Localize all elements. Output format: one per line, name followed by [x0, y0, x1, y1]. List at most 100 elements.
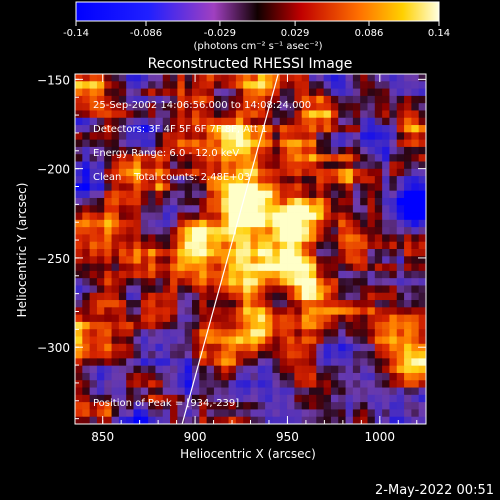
- heatmap-cell: [374, 168, 383, 177]
- heatmap-cell: [184, 125, 193, 133]
- heatmap-cell: [287, 336, 295, 345]
- heatmap-cell: [272, 278, 281, 286]
- heatmap-cell: [221, 88, 229, 97]
- heatmap-cell: [287, 110, 295, 119]
- heatmap-cell: [338, 270, 346, 279]
- heatmap-cell: [316, 161, 325, 170]
- heatmap-cell: [111, 168, 120, 177]
- heatmap-cell: [148, 372, 156, 381]
- heatmap-cell: [301, 74, 310, 82]
- heatmap-cell: [374, 365, 383, 374]
- heatmap-cell: [104, 234, 112, 243]
- heatmap-cell: [352, 351, 361, 359]
- heatmap-cell: [199, 336, 208, 345]
- heatmap-cell: [330, 285, 339, 294]
- heatmap-cell: [192, 314, 200, 323]
- heatmap-cell: [199, 372, 208, 381]
- heatmap-cell: [382, 402, 390, 410]
- heatmap-cell: [243, 321, 251, 330]
- heatmap-cell: [250, 227, 259, 235]
- heatmap-cell: [367, 139, 376, 148]
- heatmap-cell: [228, 103, 237, 111]
- heatmap-cell: [323, 285, 332, 294]
- heatmap-cell: [257, 307, 266, 316]
- heatmap-cell: [177, 256, 186, 264]
- heatmap-cell: [184, 263, 193, 272]
- heatmap-cell: [301, 88, 310, 97]
- heatmap-cell: [330, 249, 339, 257]
- heatmap-cell: [155, 95, 164, 104]
- heatmap-cell: [250, 139, 259, 148]
- heatmap-cell: [133, 139, 142, 148]
- annotation-time: 25-Sep-2002 14:06:56.000 to 14:08:24.000: [93, 100, 312, 111]
- heatmap-cell: [170, 300, 178, 308]
- heatmap-cell: [265, 394, 273, 403]
- heatmap-cell: [89, 146, 98, 155]
- heatmap-cell: [75, 125, 83, 133]
- heatmap-cell: [323, 234, 332, 243]
- heatmap-cell: [367, 74, 376, 82]
- heatmap-cell: [162, 387, 171, 396]
- heatmap-cell: [411, 227, 420, 235]
- heatmap-cell: [316, 168, 325, 177]
- heatmap-cell: [75, 256, 83, 264]
- heatmap-cell: [411, 190, 420, 199]
- heatmap-cell: [272, 329, 281, 337]
- heatmap-cell: [265, 183, 273, 192]
- heatmap-cell: [243, 263, 251, 272]
- heatmap-cell: [382, 365, 390, 374]
- heatmap-cell: [162, 402, 171, 410]
- heatmap-cell: [287, 125, 295, 133]
- heatmap-cell: [389, 139, 398, 148]
- heatmap-cell: [133, 183, 142, 192]
- heatmap-cell: [287, 183, 295, 192]
- heatmap-cell: [294, 285, 303, 294]
- heatmap-cell: [206, 95, 215, 104]
- heatmap-cell: [111, 314, 120, 323]
- heatmap-cell: [309, 205, 317, 213]
- heatmap-cell: [111, 365, 120, 374]
- heatmap-cell: [192, 190, 200, 199]
- heatmap-cell: [170, 74, 178, 82]
- heatmap-cell: [118, 103, 127, 111]
- heatmap-cell: [374, 146, 383, 155]
- heatmap-cell: [111, 227, 120, 235]
- heatmap-cell: [272, 219, 281, 228]
- heatmap-cell: [389, 154, 398, 162]
- heatmap-cell: [301, 95, 310, 104]
- heatmap-cell: [243, 154, 251, 162]
- heatmap-cell: [243, 103, 251, 111]
- heatmap-cell: [374, 205, 383, 213]
- heatmap-cell: [228, 372, 237, 381]
- heatmap-cell: [374, 190, 383, 199]
- heatmap-cell: [404, 256, 412, 264]
- heatmap-cell: [323, 74, 332, 82]
- heatmap-cell: [382, 241, 390, 250]
- heatmap-cell: [382, 372, 390, 381]
- heatmap-cell: [250, 190, 259, 199]
- heatmap-cell: [294, 380, 303, 388]
- heatmap-cell: [272, 74, 281, 82]
- heatmap-cell: [140, 358, 149, 367]
- heatmap-cell: [374, 343, 383, 352]
- heatmap-cell: [396, 183, 405, 192]
- heatmap-cell: [418, 249, 426, 257]
- heatmap-cell: [279, 197, 288, 206]
- heatmap-cell: [272, 81, 281, 89]
- heatmap-cell: [133, 190, 142, 199]
- heatmap-cell: [133, 249, 142, 257]
- heatmap-cell: [75, 234, 83, 243]
- heatmap-cell: [316, 139, 325, 148]
- heatmap-cell: [228, 402, 237, 410]
- heatmap-cell: [228, 329, 237, 337]
- heatmap-cell: [148, 241, 156, 250]
- heatmap-cell: [82, 139, 91, 148]
- heatmap-cell: [309, 132, 317, 141]
- heatmap-cell: [330, 278, 339, 286]
- heatmap-cell: [374, 314, 383, 323]
- heatmap-cell: [243, 402, 251, 410]
- heatmap-cell: [265, 402, 273, 410]
- heatmap-cell: [389, 227, 398, 235]
- heatmap-cell: [89, 88, 98, 97]
- heatmap-cell: [133, 125, 142, 133]
